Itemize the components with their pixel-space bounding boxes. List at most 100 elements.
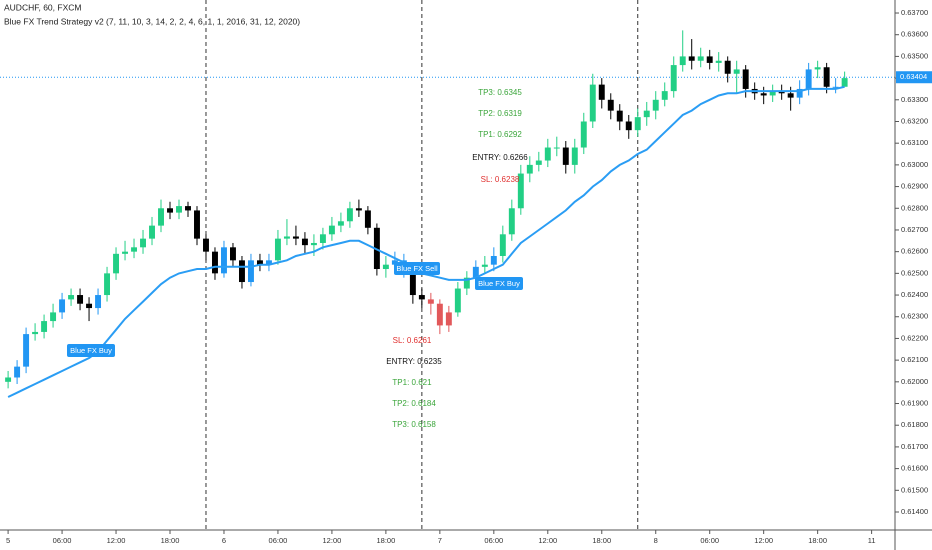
candle-body xyxy=(221,247,227,274)
candle-body xyxy=(32,331,39,335)
y-tick-label: 0.62400 xyxy=(901,290,928,299)
y-tick-label: 0.62500 xyxy=(901,268,928,277)
signal-label: Blue FX Sell xyxy=(396,264,438,273)
y-tick-label: 0.61900 xyxy=(901,399,928,408)
x-tick-label: 6 xyxy=(222,536,226,545)
x-tick-label: 12:00 xyxy=(107,536,126,545)
candle-body xyxy=(247,260,254,283)
candle-body xyxy=(194,210,200,239)
level-label: TP2: 0.6184 xyxy=(392,399,436,408)
candle-body xyxy=(149,225,155,239)
candle-body xyxy=(472,266,479,278)
y-tick-label: 0.62100 xyxy=(901,355,928,364)
y-tick-label: 0.61600 xyxy=(901,464,928,473)
candle-body xyxy=(787,93,794,98)
x-tick-label: 18:00 xyxy=(161,536,180,545)
signal-label: Blue FX Buy xyxy=(70,346,112,355)
chart-subtitle: Blue FX Trend Strategy v2 (7, 11, 10, 3,… xyxy=(4,16,300,26)
candle-body xyxy=(769,91,776,96)
candle-body xyxy=(274,238,281,261)
y-tick-label: 0.63700 xyxy=(901,8,928,17)
candle-body xyxy=(544,147,551,161)
candle-body xyxy=(185,206,191,211)
x-tick-label: 06:00 xyxy=(484,536,503,545)
candle-body xyxy=(796,88,803,98)
candle-body xyxy=(283,236,290,239)
candle-body xyxy=(23,334,30,367)
level-label: SL: 0.6261 xyxy=(393,336,432,345)
candle-body xyxy=(616,110,623,122)
y-tick-label: 0.61700 xyxy=(901,442,928,451)
level-label: TP1: 0.6292 xyxy=(478,130,522,139)
chart-title: AUDCHF, 60, FXCM xyxy=(4,2,81,12)
candle-body xyxy=(265,260,272,265)
candle-body xyxy=(508,208,515,235)
candle-body xyxy=(59,299,66,313)
candle-body xyxy=(490,255,497,265)
y-tick-label: 0.62700 xyxy=(901,225,928,234)
level-label: TP3: 0.6158 xyxy=(392,420,436,429)
candle-body xyxy=(256,260,263,265)
candle-body xyxy=(499,234,506,256)
candle-body xyxy=(14,366,21,378)
y-tick-label: 0.62300 xyxy=(901,312,928,321)
candle-body xyxy=(131,247,137,252)
candle-body xyxy=(688,56,695,61)
x-tick-label: 11 xyxy=(868,536,876,545)
candle-body xyxy=(167,208,173,213)
candle-body xyxy=(589,84,596,122)
signal-box xyxy=(67,344,115,357)
level-label: ENTRY: 0.6266 xyxy=(472,153,528,162)
candle-body xyxy=(86,303,93,309)
y-tick-label: 0.62600 xyxy=(901,247,928,256)
candle-body xyxy=(230,247,236,261)
candle-body xyxy=(41,321,48,332)
y-tick-label: 0.61400 xyxy=(901,507,928,516)
x-tick-label: 06:00 xyxy=(269,536,288,545)
y-tick-label: 0.62800 xyxy=(901,203,928,212)
candle-body xyxy=(454,288,461,313)
candle-body xyxy=(382,264,389,270)
signal-box xyxy=(475,277,523,290)
candle-body xyxy=(122,251,128,254)
candle-body xyxy=(742,69,749,89)
candle-body xyxy=(158,208,164,226)
candle-body xyxy=(346,208,353,222)
candle-body xyxy=(679,56,686,66)
y-tick-label: 0.62900 xyxy=(901,182,928,191)
candle-body xyxy=(778,91,785,94)
y-tick-label: 0.61500 xyxy=(901,485,928,494)
candle-body xyxy=(212,251,218,274)
candle-body xyxy=(562,147,569,165)
candle-body xyxy=(328,225,335,235)
candle-body xyxy=(643,110,650,118)
last-price-box xyxy=(896,71,932,84)
level-label: ENTRY: 0.6235 xyxy=(386,357,442,366)
candle-body xyxy=(571,147,578,165)
candle-body xyxy=(517,173,524,209)
candle-body xyxy=(724,60,731,74)
candle-body xyxy=(418,295,425,300)
candle-body xyxy=(832,86,839,88)
x-tick-label: 5 xyxy=(6,536,10,545)
candle-body xyxy=(715,60,722,63)
candle-body xyxy=(634,117,641,131)
candle-body xyxy=(310,242,317,246)
candle-body xyxy=(625,121,632,131)
signal-box xyxy=(394,262,440,275)
candle-body xyxy=(104,273,111,296)
level-label: TP2: 0.6319 xyxy=(478,109,522,118)
candle-body xyxy=(805,69,812,89)
x-tick-label: 12:00 xyxy=(323,536,342,545)
candle-body xyxy=(535,160,542,165)
candle-body xyxy=(670,65,677,92)
last-price-label: 0.63404 xyxy=(900,72,927,81)
candle-body xyxy=(553,147,560,149)
x-tick-label: 18:00 xyxy=(376,536,395,545)
x-tick-label: 7 xyxy=(438,536,442,545)
y-tick-label: 0.62000 xyxy=(901,377,928,386)
y-tick-label: 0.63100 xyxy=(901,138,928,147)
candle-body xyxy=(238,260,245,283)
candle-body xyxy=(176,206,182,213)
candle-body xyxy=(319,234,326,243)
